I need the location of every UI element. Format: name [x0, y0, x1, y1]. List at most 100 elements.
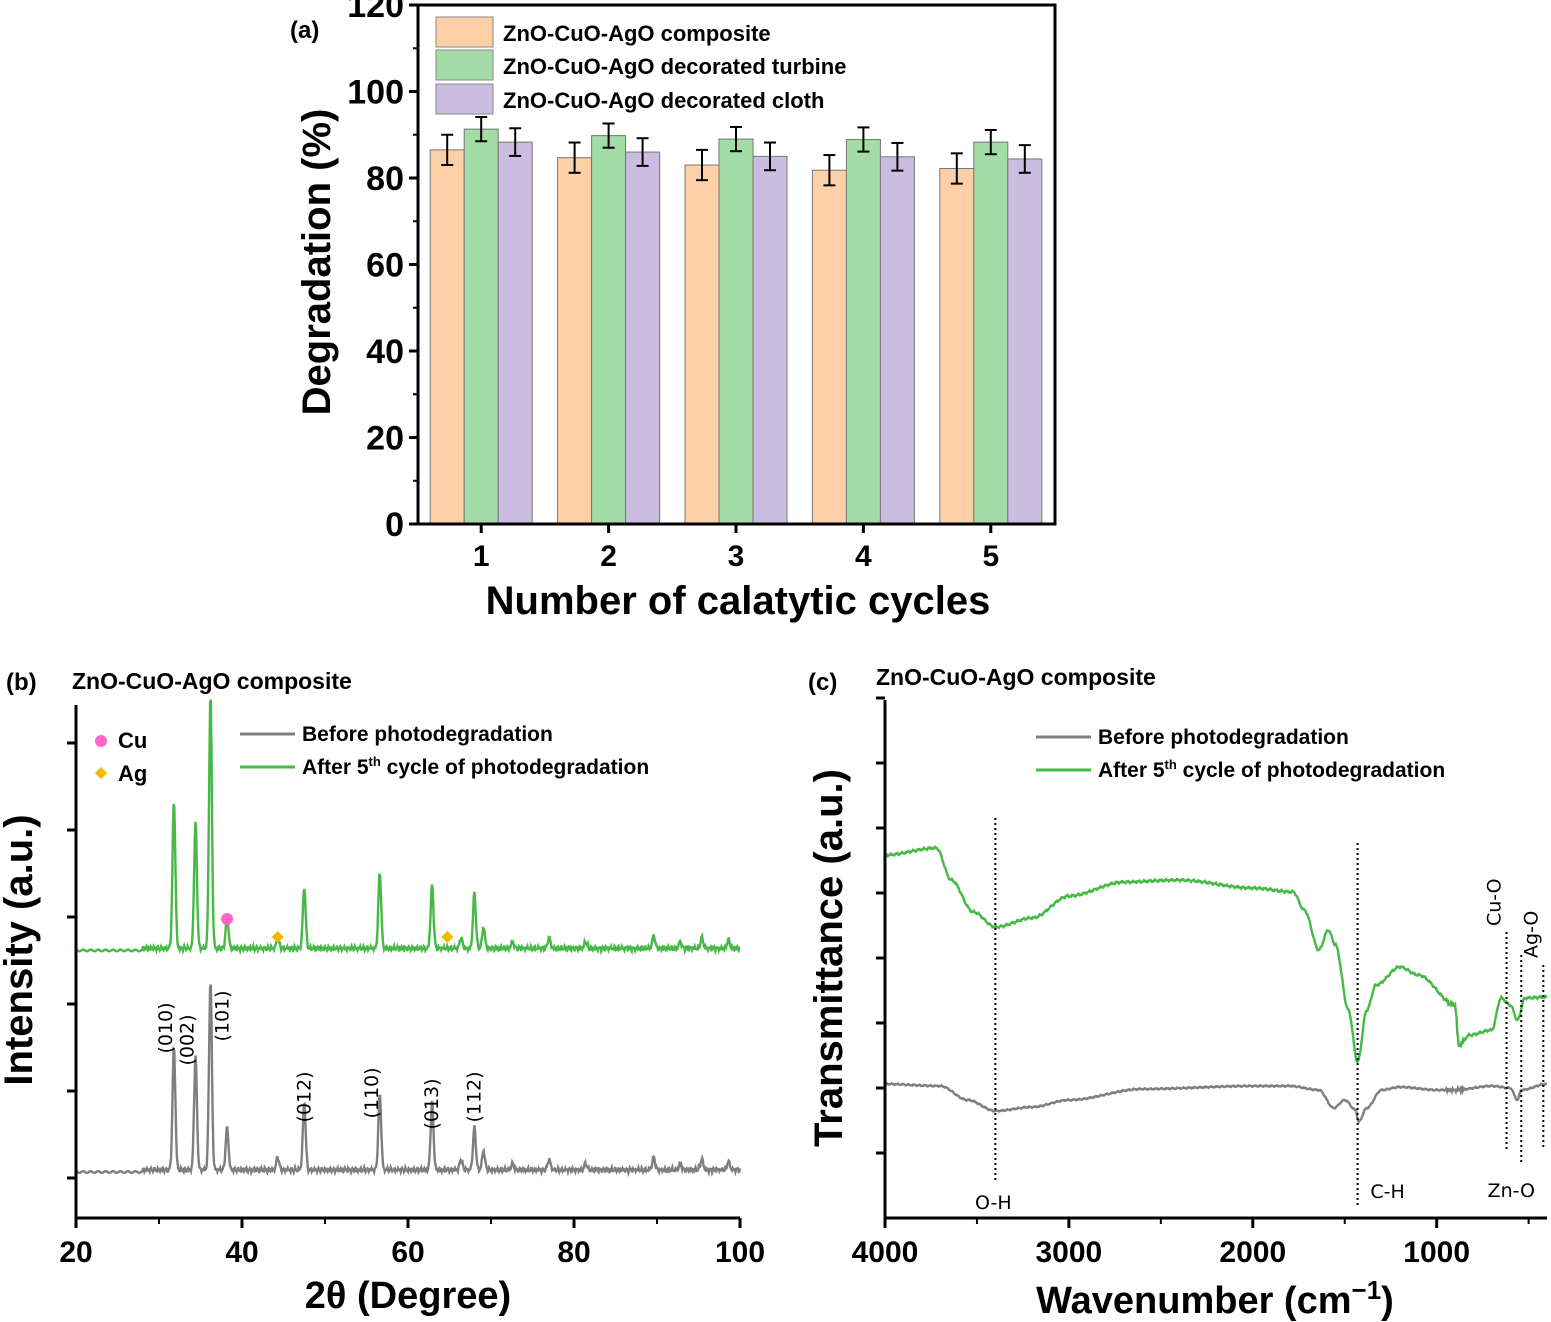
x-tick-label: 1: [473, 540, 490, 573]
panel-b-marker-legend: Cu Ag: [95, 728, 147, 786]
panel-c-legend: Before photodegradation After 5th cycle …: [1036, 726, 1445, 782]
panel-a-error-bars: [441, 116, 1031, 187]
bar: [497, 141, 533, 525]
y-tick-label: 100: [347, 74, 404, 112]
y-tick-label: 40: [366, 333, 404, 371]
bar: [429, 149, 465, 525]
band-label: Ag-O: [1520, 911, 1542, 958]
miller-index-label: (110): [361, 1067, 383, 1118]
bar: [591, 135, 627, 525]
band-label: Cu-O: [1484, 878, 1506, 926]
miller-index-label: (112): [463, 1071, 485, 1122]
x-tick-label: 100: [715, 1236, 765, 1269]
panel-a: (a) 0 20 40 60 80 100 120 1 2 3 4 5 Degradation (%…: [290, 0, 1057, 623]
legend-label-turbine: ZnO-CuO-AgO decorated turbine: [503, 54, 846, 79]
bar: [557, 157, 593, 525]
bar: [879, 156, 915, 525]
x-tick-label: 80: [557, 1236, 590, 1269]
xrd-spectrum-line: [75, 984, 742, 1178]
panel-c-label: (c): [808, 669, 837, 696]
panel-b: (b) ZnO-CuO-AgO composite 20 40 60 80 100 In…: [0, 668, 765, 1317]
bar: [939, 167, 975, 525]
panel-c-band-markers: O-H C-H Cu-O Zn-O Ag-O: [975, 818, 1545, 1214]
panel-a-bars: [429, 128, 1043, 525]
bar: [718, 138, 754, 525]
bar: [625, 151, 661, 525]
panel-a-x-axis-title: Number of calatytic cycles: [486, 579, 991, 623]
miller-index-label: (010): [155, 1002, 177, 1053]
band-label: C-H: [1370, 1181, 1404, 1203]
legend-label-before: Before photodegradation: [302, 723, 553, 746]
band-label: Zn-O: [1488, 1180, 1535, 1202]
panel-b-y-axis-title: Intensity (a.u.): [0, 814, 41, 1085]
cu-marker-label: Cu: [118, 728, 147, 753]
legend-label-before: Before photodegradation: [1098, 726, 1349, 749]
panel-c-y-axis-title: Transmittance (a.u.): [807, 769, 851, 1147]
x-tick-label: 1000: [1403, 1236, 1470, 1269]
panel-c: (c) ZnO-CuO-AgO composite O-H C-H Cu-O Zn-O…: [807, 664, 1548, 1322]
band-label: O-H: [975, 1192, 1012, 1214]
legend-label-after: After 5th cycle of photodegradation: [302, 754, 649, 779]
cu-peak-marker: [221, 913, 234, 925]
x-tick-label: 3000: [1036, 1236, 1103, 1269]
y-tick-label: 60: [366, 247, 404, 285]
panel-b-x-ticks: 20 40 60 80 100: [59, 1218, 765, 1269]
xrd-spectrum-line: [75, 699, 741, 956]
panel-a-y-ticks: 0 20 40 60 80 100 120: [347, 0, 418, 544]
x-tick-label: 2: [600, 540, 617, 573]
bar: [1007, 158, 1043, 525]
x-tick-label: 5: [982, 540, 999, 573]
y-tick-label: 120: [347, 0, 404, 25]
bar: [845, 139, 881, 525]
panel-b-peak-markers: [221, 913, 454, 943]
legend-label-cloth: ZnO-CuO-AgO decorated cloth: [503, 88, 824, 113]
miller-index-label: (002): [177, 1014, 199, 1065]
panel-a-label: (a): [290, 17, 319, 44]
panel-b-title: ZnO-CuO-AgO composite: [72, 668, 352, 694]
legend-swatch-cloth: [435, 83, 494, 115]
x-tick-label: 4: [855, 540, 872, 573]
cu-marker-legend-icon: [95, 735, 107, 747]
x-tick-label: 3: [728, 540, 745, 573]
panel-a-x-ticks: 1 2 3 4 5: [473, 524, 999, 573]
bar: [752, 155, 788, 525]
miller-index-label: (013): [421, 1078, 443, 1129]
ag-peak-marker: [441, 931, 454, 943]
bar: [811, 169, 847, 525]
ftir-before-line: [884, 1081, 1548, 1124]
panel-a-legend: ZnO-CuO-AgO composite ZnO-CuO-AgO decora…: [435, 16, 846, 115]
ftir-after-line: [884, 845, 1548, 1064]
legend-swatch-composite: [435, 16, 494, 48]
panel-c-x-axis-title: Wavenumber (cm−1): [1036, 1275, 1394, 1322]
x-tick-label: 2000: [1219, 1236, 1286, 1269]
y-tick-label: 20: [366, 420, 404, 458]
panel-b-legend: Before photodegradation After 5th cycle …: [240, 723, 649, 779]
ag-marker-label: Ag: [118, 761, 147, 786]
ag-marker-legend-icon: [95, 767, 107, 779]
panel-c-x-ticks: 4000 3000 2000 1000: [852, 1218, 1530, 1269]
bar: [973, 141, 1009, 525]
legend-label-composite: ZnO-CuO-AgO composite: [503, 21, 771, 46]
x-tick-label: 60: [391, 1236, 424, 1269]
panel-b-y-ticks: [67, 741, 76, 1180]
panel-c-y-ticks: [876, 696, 885, 1155]
panel-b-peak-labels: (010) (002) (101) (012) (110) (013) (112): [155, 990, 485, 1129]
y-tick-label: 0: [385, 506, 404, 544]
y-tick-label: 80: [366, 160, 404, 198]
legend-label-after: After 5th cycle of photodegradation: [1098, 757, 1445, 782]
panel-b-spectra: [75, 699, 742, 1178]
panel-c-title: ZnO-CuO-AgO composite: [876, 664, 1156, 690]
bar: [463, 128, 499, 525]
panel-b-label: (b): [6, 669, 37, 696]
bar: [684, 164, 720, 525]
x-tick-label: 20: [59, 1236, 92, 1269]
panel-b-x-axis-title: 2θ (Degree): [305, 1275, 511, 1317]
legend-swatch-turbine: [435, 49, 494, 81]
panel-a-y-axis-title: Degradation (%): [295, 109, 339, 416]
panel-c-spectra: [884, 845, 1548, 1124]
x-tick-label: 4000: [852, 1236, 919, 1269]
miller-index-label: (101): [211, 990, 233, 1041]
x-tick-label: 40: [225, 1236, 258, 1269]
ag-peak-marker: [271, 931, 284, 943]
